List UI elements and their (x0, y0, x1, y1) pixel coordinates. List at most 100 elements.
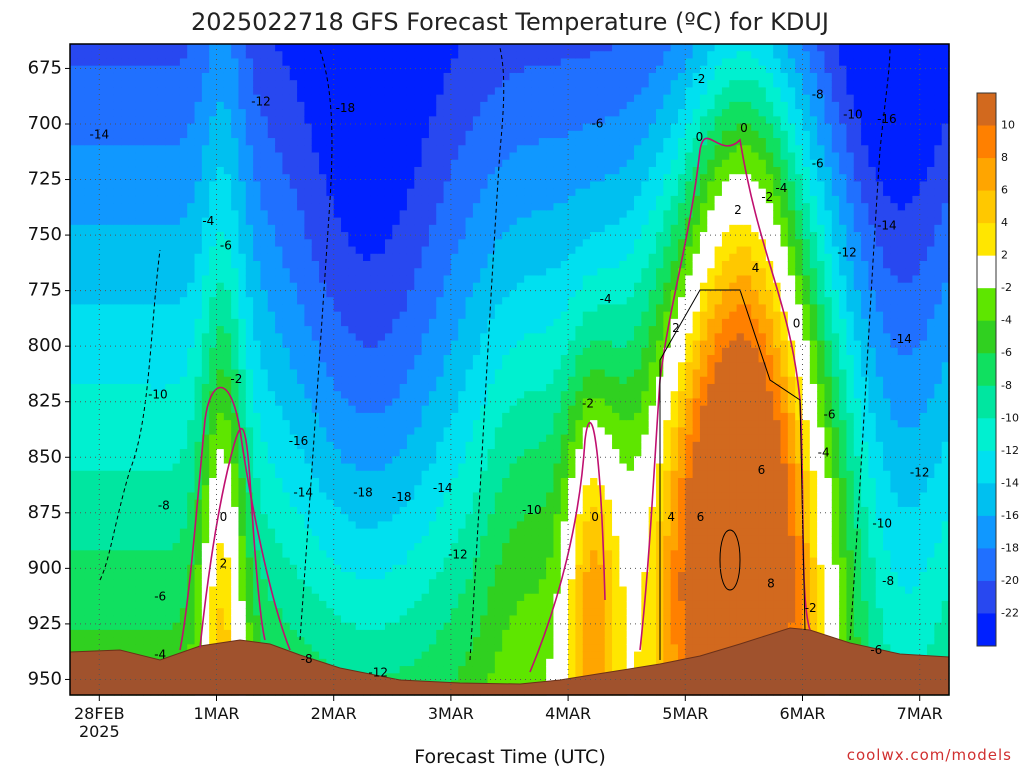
contour-label: -12 (837, 245, 857, 259)
contour-label: -6 (870, 643, 882, 657)
contour-label: 4 (667, 510, 675, 524)
y-tick-label: 950 (28, 668, 62, 689)
contour-label: -6 (154, 590, 166, 604)
colorbar-bin (977, 126, 996, 159)
x-tick-label: 6MAR (779, 704, 825, 723)
colorbar-tick-label: -18 (1001, 541, 1019, 554)
contour-label: 8 (767, 576, 775, 590)
contour-label: -2 (230, 372, 242, 386)
colorbar-bin (977, 93, 996, 126)
colorbar-tick-label: -4 (1001, 314, 1012, 327)
colorbar-tick-label: -12 (1001, 444, 1019, 457)
colorbar-tick-label: -2 (1001, 281, 1012, 294)
contour-label: -6 (591, 117, 603, 131)
colorbar-tick-label: 8 (1001, 151, 1008, 164)
y-tick-label: 900 (28, 557, 62, 578)
colorbar-tick-label: -10 (1001, 411, 1019, 424)
colorbar-bin (977, 321, 996, 354)
x-axis-title: Forecast Time (UTC) (414, 746, 605, 768)
colorbar-bin (977, 223, 996, 256)
contour-label: 2 (220, 556, 228, 570)
colorbar-bin (977, 451, 996, 484)
contour-label: -18 (353, 485, 373, 499)
contour-label: 0 (591, 510, 599, 524)
y-tick-label: 725 (28, 169, 62, 190)
colorbar-bin (977, 516, 996, 549)
contour-label: 6 (697, 510, 705, 524)
colorbar-tick-label: -14 (1001, 476, 1019, 489)
credit-text: coolwx.com/models (847, 746, 1012, 764)
x-tick-label: 5MAR (662, 704, 708, 723)
y-tick-label: 825 (28, 391, 62, 412)
contour-label: -8 (882, 574, 894, 588)
contour-label: -12 (910, 465, 930, 479)
contour-label: -8 (812, 88, 824, 102)
contour-label: -14 (877, 219, 897, 233)
x-tick-label: 3MAR (428, 704, 474, 723)
colorbar-bin (977, 581, 996, 614)
contour-label: -4 (154, 648, 166, 662)
colorbar-bin (977, 613, 996, 646)
contour-label: 2 (672, 321, 680, 335)
contour-label: -4 (202, 214, 214, 228)
colorbar-bin (977, 418, 996, 451)
contour-label: -18 (336, 101, 356, 115)
contour-label: -4 (818, 445, 830, 459)
y-tick-label: 925 (28, 613, 62, 634)
contour-label: 0 (696, 130, 704, 144)
colorbar-bin (977, 353, 996, 386)
temperature-field (70, 44, 950, 696)
x-tick-label: 7MAR (897, 704, 943, 723)
colorbar-tick-label: 2 (1001, 249, 1008, 262)
colorbar-tick-label: -6 (1001, 346, 1012, 359)
y-tick-label: 675 (28, 57, 62, 78)
contour-label: -8 (301, 652, 313, 666)
colorbar-bin (977, 548, 996, 581)
contour-label: -18 (392, 490, 412, 504)
contour-label: -14 (433, 481, 453, 495)
x-tick-label: 4MAR (545, 704, 591, 723)
chart-title: 2025022718 GFS Forecast Temperature (ºC)… (191, 8, 829, 36)
contour-label: -10 (148, 388, 168, 402)
y-tick-label: 850 (28, 446, 62, 467)
colorbar-bin (977, 288, 996, 321)
contour-label: -6 (824, 408, 836, 422)
contour-label: -2 (761, 190, 773, 204)
contour-label: -16 (289, 434, 309, 448)
colorbar-tick-label: 4 (1001, 216, 1008, 229)
colorbar-tick-label: -20 (1001, 574, 1019, 587)
contour-label: -2 (582, 396, 594, 410)
contour-label: -12 (448, 548, 468, 562)
contour-label: -6 (812, 157, 824, 171)
colorbar-bin (977, 191, 996, 224)
contour-label: -10 (843, 108, 863, 122)
contour-label: 0 (220, 510, 228, 524)
contour-label: -12 (368, 665, 388, 679)
x-tick-sublabel: 2025 (79, 722, 120, 741)
colorbar-tick-label: -22 (1001, 607, 1019, 620)
contour-label: 0 (793, 317, 801, 331)
contour-label: -2 (693, 72, 705, 86)
y-tick-label: 800 (28, 335, 62, 356)
contour-label: 4 (752, 261, 760, 275)
contour-label: 0 (740, 121, 748, 135)
contour-label: 6 (758, 463, 766, 477)
contour-label: -10 (872, 516, 892, 530)
contour-label: -12 (251, 94, 271, 108)
x-tick-label: 1MAR (193, 704, 239, 723)
colorbar-tick-label: 10 (1001, 119, 1015, 132)
contour-label: -14 (293, 485, 313, 499)
colorbar-bin (977, 158, 996, 191)
contour-label: 2 (734, 203, 742, 217)
y-tick-label: 700 (28, 113, 62, 134)
x-tick-label: 2MAR (311, 704, 357, 723)
y-tick-label: 875 (28, 502, 62, 523)
contour-label: -4 (600, 292, 612, 306)
y-tick-label: 750 (28, 224, 62, 245)
colorbar-bin (977, 483, 996, 516)
x-tick-label: 28FEB (74, 704, 125, 723)
